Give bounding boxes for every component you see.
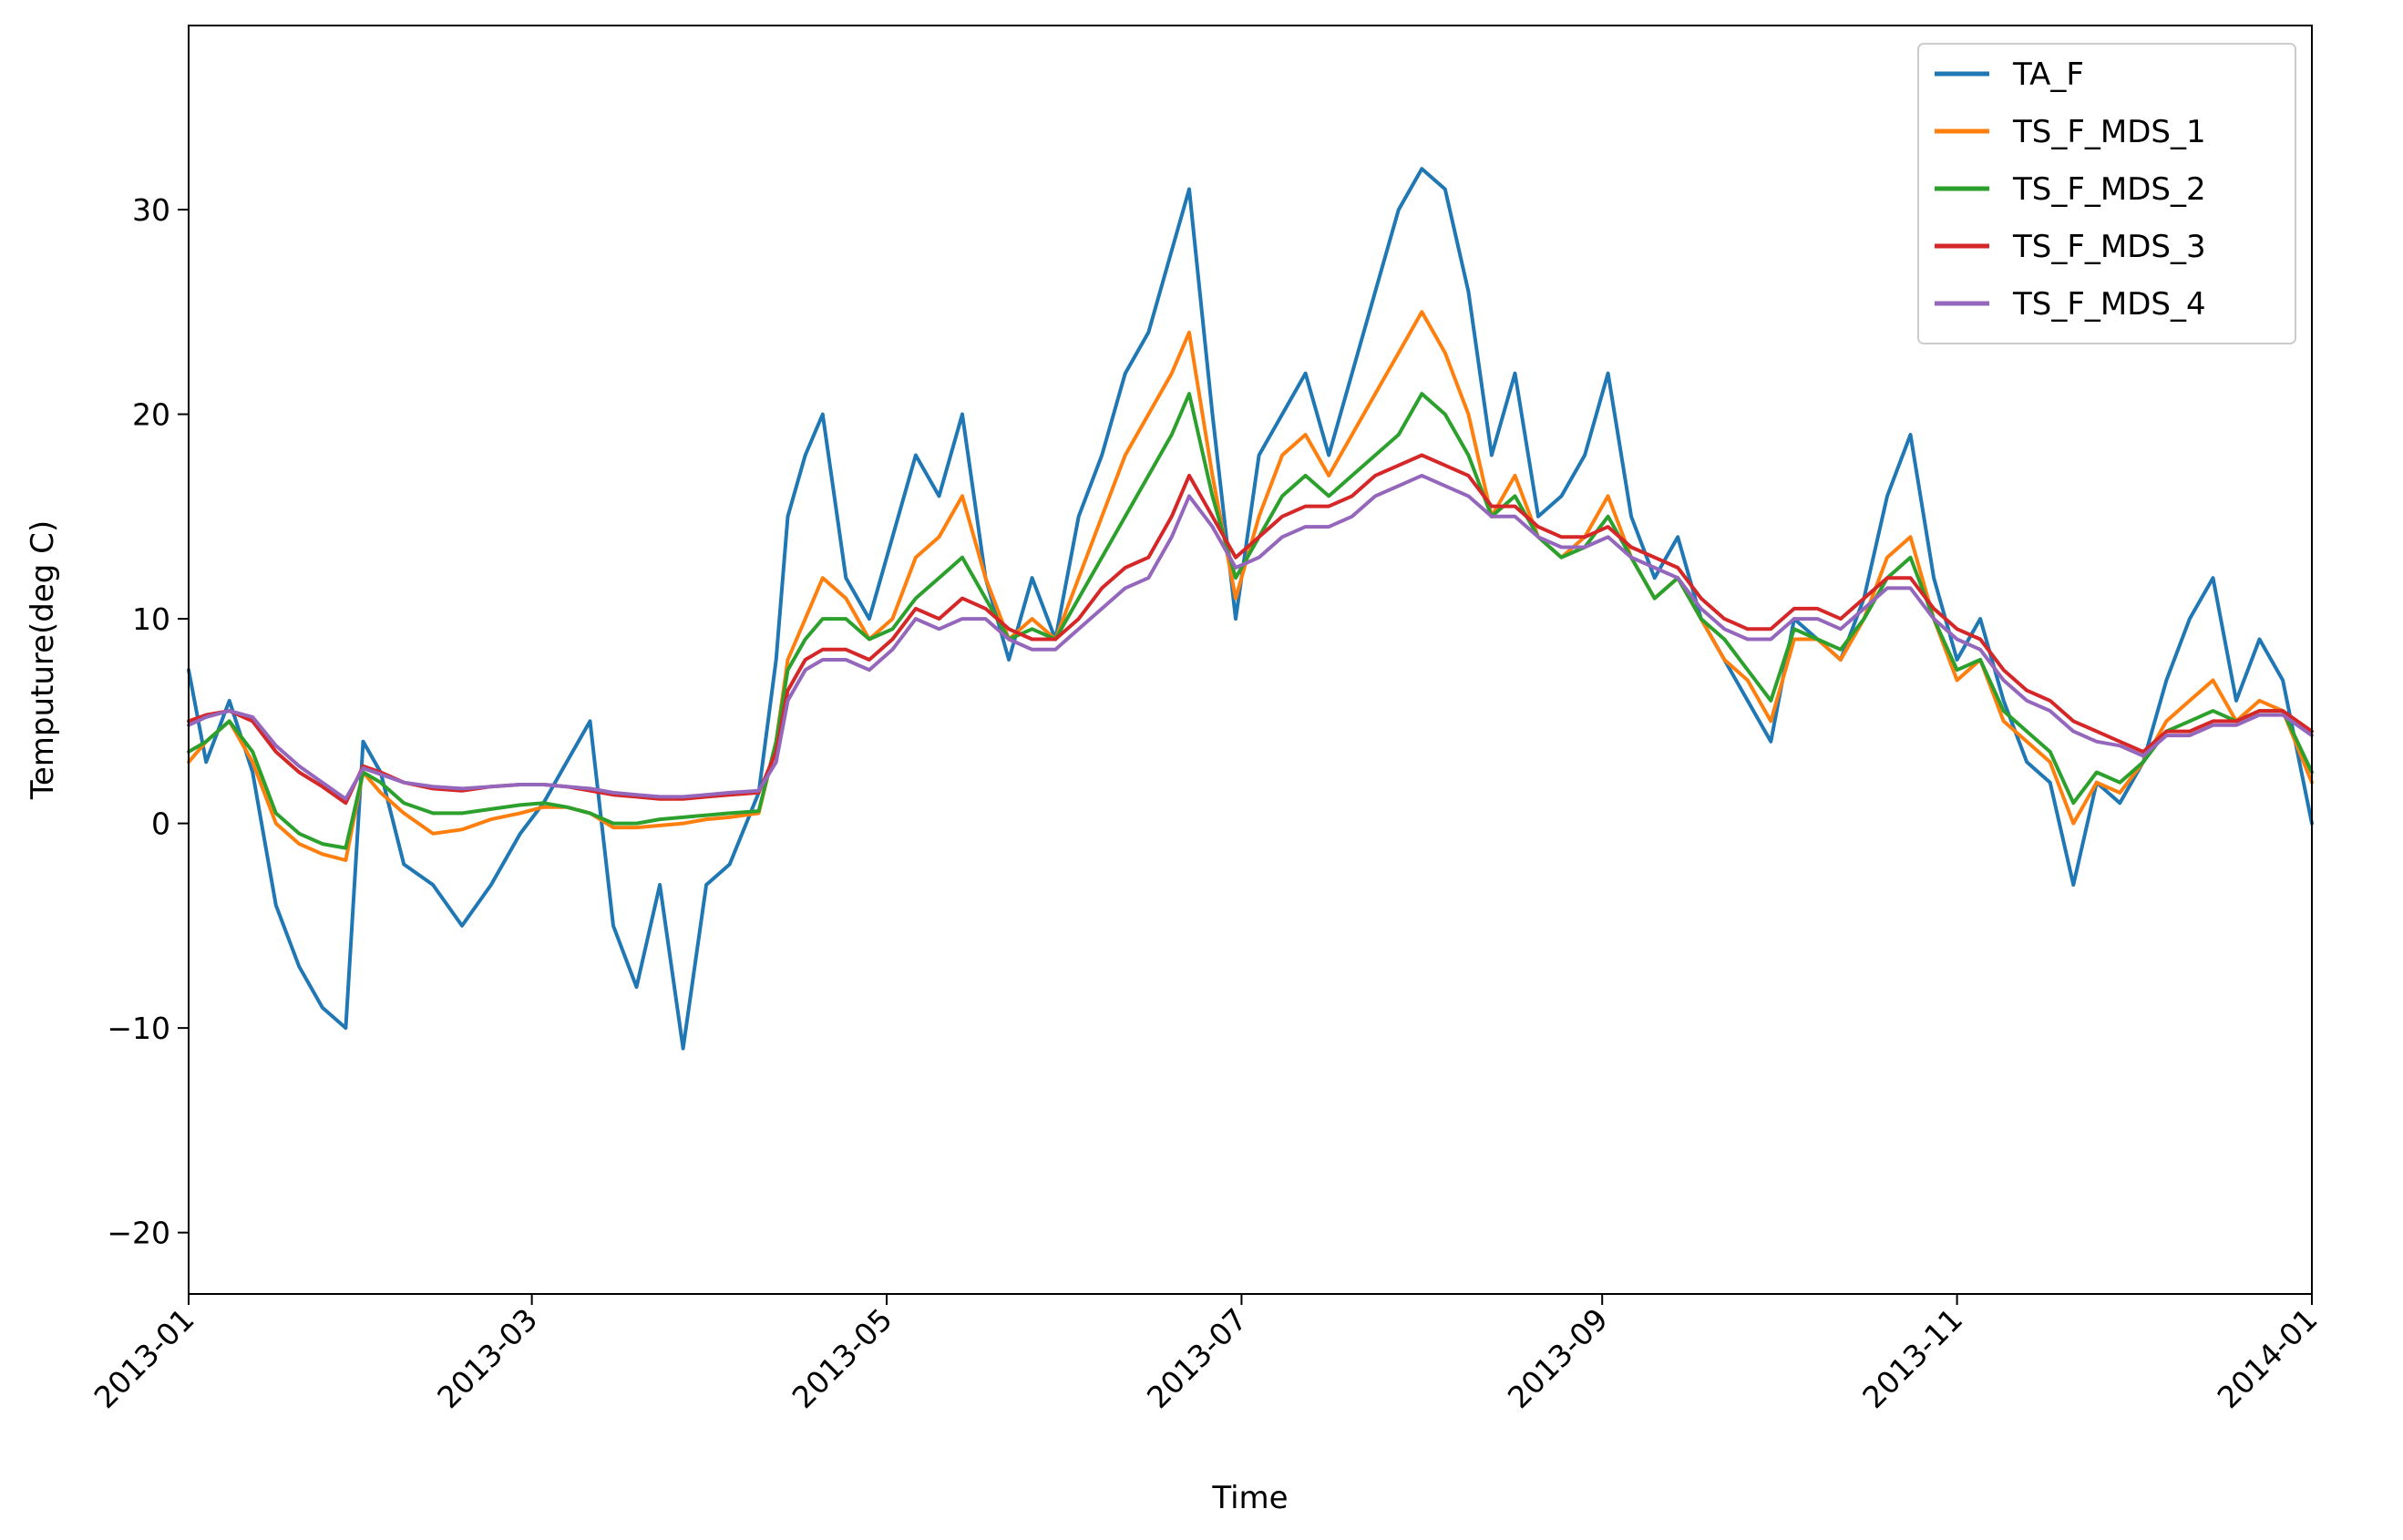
legend: TA_F TS_F_MDS_1 TS_F_MDS_2 TS_F_MDS_3 TS_F_M… xyxy=(1917,43,2296,344)
y-axis-label: Temputure(deg C) xyxy=(25,520,61,800)
y-tick-label: 30 xyxy=(132,192,170,228)
y-tick-label: 10 xyxy=(132,601,170,637)
axes-frame xyxy=(188,25,2313,1295)
legend-label: TS_F_MDS_4 xyxy=(2012,286,2206,323)
x-axis-label: Time xyxy=(1211,1480,1288,1516)
y-tick-label: 0 xyxy=(151,806,170,842)
legend-label: TS_F_MDS_2 xyxy=(2012,171,2206,208)
y-tick-label: −20 xyxy=(107,1216,170,1251)
legend-box xyxy=(1917,43,2296,344)
legend-label: TS_F_MDS_3 xyxy=(2012,229,2206,265)
series-line-ts-f-mds-2 xyxy=(187,392,2314,850)
plot-area xyxy=(187,167,2314,1051)
y-tick-label: −10 xyxy=(107,1011,170,1046)
legend-label: TS_F_MDS_1 xyxy=(2012,114,2206,150)
legend-label: TA_F xyxy=(2012,56,2084,93)
series-line-ts-f-mds-1 xyxy=(187,310,2314,862)
y-tick-label: 20 xyxy=(132,397,170,433)
y-axis: −20 −10 0 10 20 30 xyxy=(107,192,189,1251)
series-line-ts-f-mds-4 xyxy=(187,473,2314,801)
